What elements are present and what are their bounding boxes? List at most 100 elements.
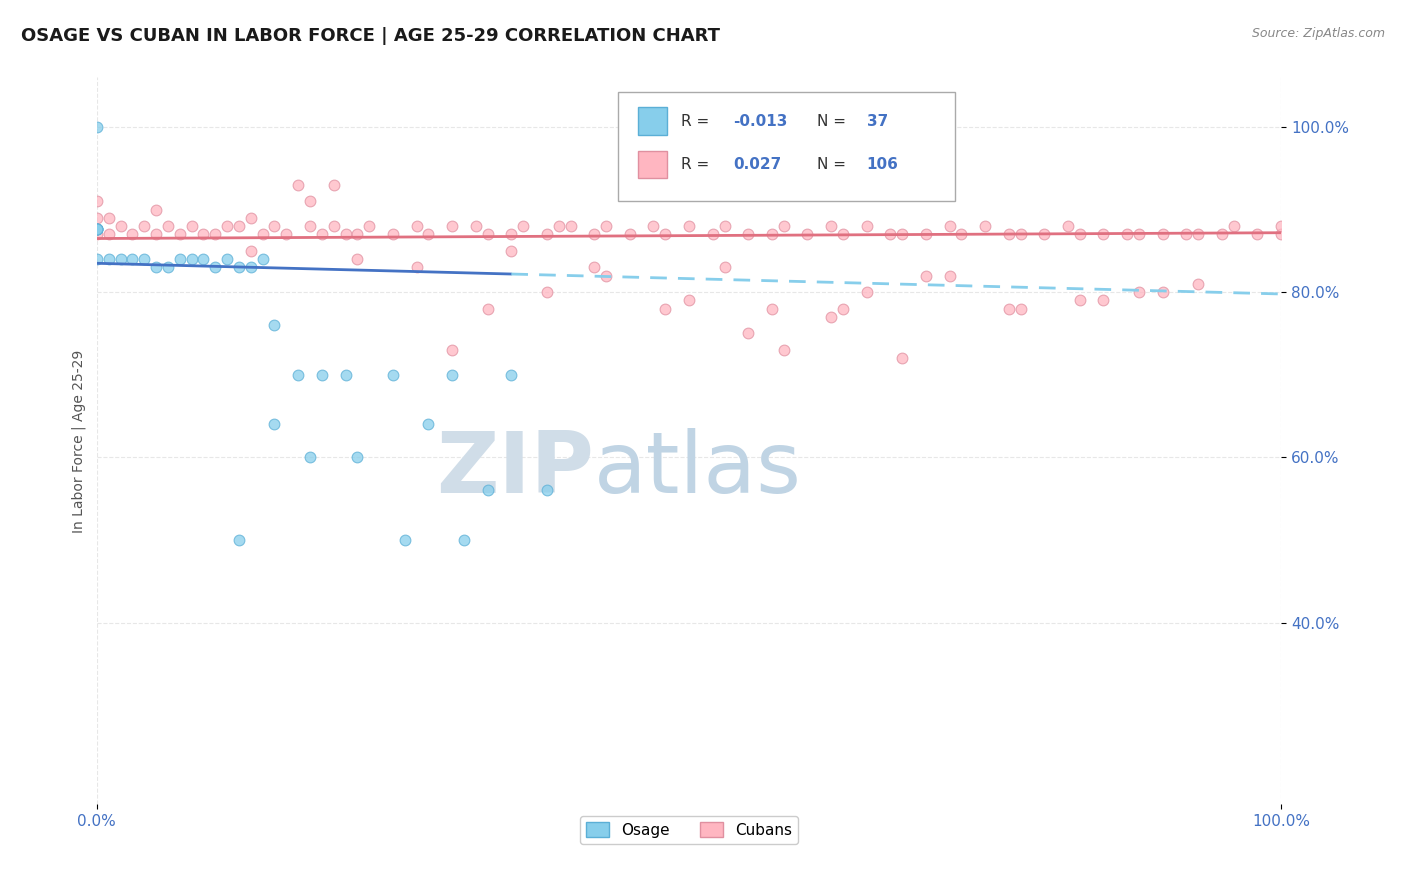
Point: [654, 301, 676, 316]
Point: [501, 227, 523, 242]
Point: [453, 533, 475, 547]
Point: [287, 178, 309, 192]
Point: [97, 211, 120, 225]
Point: [1069, 227, 1091, 242]
Point: [418, 227, 440, 242]
Point: [855, 285, 877, 300]
Point: [134, 219, 156, 233]
Point: [228, 219, 250, 233]
Point: [134, 252, 156, 267]
Point: [1187, 227, 1209, 242]
Point: [1033, 227, 1056, 242]
Point: [217, 219, 239, 233]
Point: [654, 227, 676, 242]
Point: [796, 227, 818, 242]
Point: [1270, 227, 1292, 242]
Point: [180, 252, 202, 267]
Point: [156, 260, 179, 275]
Point: [713, 219, 735, 233]
FancyBboxPatch shape: [617, 92, 956, 201]
Point: [110, 219, 132, 233]
Point: [145, 202, 167, 217]
Point: [832, 227, 855, 242]
Point: [322, 219, 344, 233]
Point: [298, 194, 321, 209]
Point: [193, 252, 215, 267]
Point: [441, 343, 464, 357]
Text: R =: R =: [681, 113, 714, 128]
Point: [1057, 219, 1080, 233]
Point: [1270, 219, 1292, 233]
Point: [228, 533, 250, 547]
Point: [381, 368, 404, 382]
Point: [346, 227, 368, 242]
Point: [441, 368, 464, 382]
Text: OSAGE VS CUBAN IN LABOR FORCE | AGE 25-29 CORRELATION CHART: OSAGE VS CUBAN IN LABOR FORCE | AGE 25-2…: [21, 27, 720, 45]
Y-axis label: In Labor Force | Age 25-29: In Labor Force | Age 25-29: [72, 350, 86, 533]
Point: [252, 252, 274, 267]
Point: [169, 252, 191, 267]
Point: [595, 219, 617, 233]
Point: [86, 222, 108, 236]
Point: [501, 244, 523, 258]
Point: [1092, 227, 1115, 242]
Point: [619, 227, 641, 242]
Point: [1246, 227, 1268, 242]
Text: N =: N =: [817, 157, 851, 172]
Point: [359, 219, 381, 233]
FancyBboxPatch shape: [638, 151, 666, 178]
Point: [1211, 227, 1233, 242]
Point: [938, 219, 960, 233]
Point: [156, 219, 179, 233]
Point: [891, 227, 914, 242]
Point: [239, 244, 262, 258]
Point: [239, 260, 262, 275]
Point: [145, 227, 167, 242]
Point: [1010, 227, 1032, 242]
Point: [418, 417, 440, 432]
Point: [737, 326, 759, 341]
Point: [772, 343, 794, 357]
Point: [1152, 227, 1174, 242]
Point: [950, 227, 973, 242]
Point: [536, 285, 558, 300]
Point: [228, 260, 250, 275]
Point: [678, 219, 700, 233]
Legend: Osage, Cubans: Osage, Cubans: [579, 815, 799, 844]
Point: [914, 227, 936, 242]
Point: [820, 219, 842, 233]
Point: [1222, 219, 1244, 233]
Point: [121, 252, 143, 267]
Point: [86, 222, 108, 236]
Point: [678, 293, 700, 308]
Point: [1069, 293, 1091, 308]
Point: [298, 450, 321, 465]
FancyBboxPatch shape: [638, 107, 666, 135]
Point: [252, 227, 274, 242]
Point: [891, 351, 914, 366]
Text: 37: 37: [866, 113, 887, 128]
Point: [1128, 285, 1150, 300]
Point: [322, 178, 344, 192]
Point: [702, 227, 724, 242]
Text: -0.013: -0.013: [733, 113, 787, 128]
Text: 0.027: 0.027: [733, 157, 782, 172]
Text: ZIP: ZIP: [436, 428, 595, 511]
Point: [121, 227, 143, 242]
Point: [110, 252, 132, 267]
Point: [263, 219, 285, 233]
Point: [512, 219, 534, 233]
Point: [311, 227, 333, 242]
Point: [643, 219, 665, 233]
Text: Source: ZipAtlas.com: Source: ZipAtlas.com: [1251, 27, 1385, 40]
Point: [86, 222, 108, 236]
Point: [204, 260, 226, 275]
Point: [239, 211, 262, 225]
Point: [595, 268, 617, 283]
Point: [394, 533, 416, 547]
Point: [193, 227, 215, 242]
Point: [501, 368, 523, 382]
Point: [405, 219, 427, 233]
Point: [737, 227, 759, 242]
Point: [263, 318, 285, 333]
